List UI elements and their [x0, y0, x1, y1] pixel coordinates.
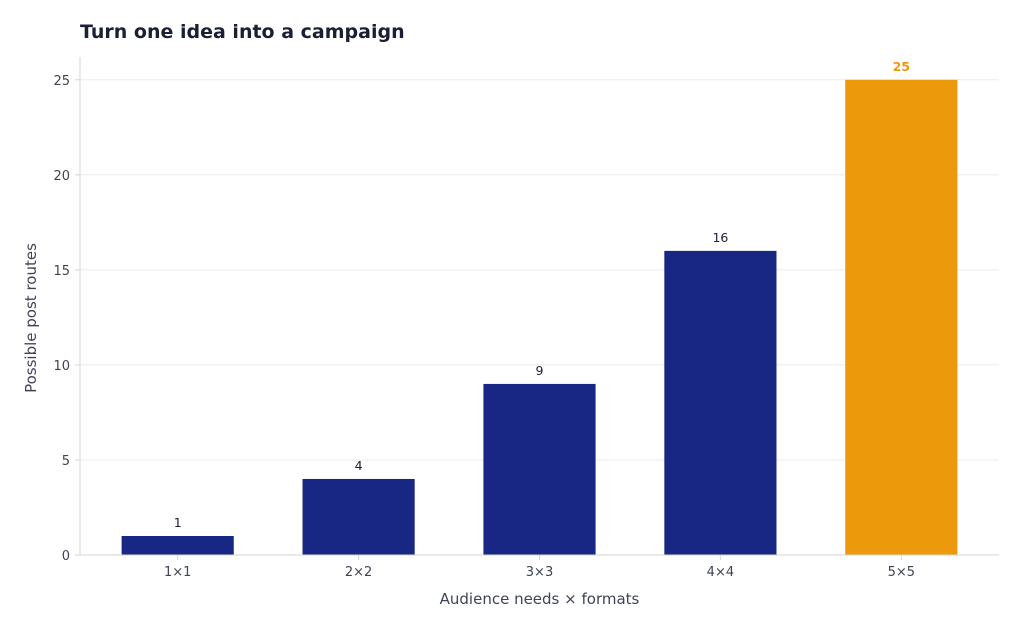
bar-1 — [121, 535, 234, 555]
x-axis-label: Audience needs × formats — [440, 590, 640, 608]
data-label-5: 25 — [893, 59, 910, 74]
data-label-1: 1 — [174, 515, 182, 530]
x-tick-label: 3×3 — [526, 565, 553, 580]
bar-3 — [483, 383, 596, 555]
x-tick-label: 4×4 — [707, 565, 734, 580]
x-tick-label: 1×1 — [164, 565, 191, 580]
y-tick-label: 10 — [53, 359, 70, 374]
y-tick-label: 20 — [53, 169, 70, 184]
data-label-2: 4 — [355, 458, 363, 473]
bars — [121, 79, 958, 556]
bar-4 — [664, 250, 777, 555]
x-tick-label: 5×5 — [888, 565, 915, 580]
y-axis-ticks: 0 5 10 15 20 25 — [53, 74, 80, 564]
bar-5 — [845, 79, 958, 556]
y-tick-label: 0 — [62, 549, 70, 564]
x-tick-label: 2×2 — [345, 565, 372, 580]
data-labels: 1 4 9 16 25 — [174, 59, 910, 530]
chart-title: Turn one idea into a campaign — [80, 21, 405, 43]
y-tick-label: 5 — [62, 454, 70, 469]
y-tick-label: 15 — [53, 264, 70, 279]
y-tick-label: 25 — [53, 74, 70, 89]
bar-2 — [302, 478, 415, 555]
data-label-3: 9 — [536, 363, 544, 378]
y-axis-label: Possible post routes — [22, 243, 40, 393]
data-label-4: 16 — [712, 230, 728, 245]
x-axis-ticks: 1×1 2×2 3×3 4×4 5×5 — [164, 555, 915, 580]
